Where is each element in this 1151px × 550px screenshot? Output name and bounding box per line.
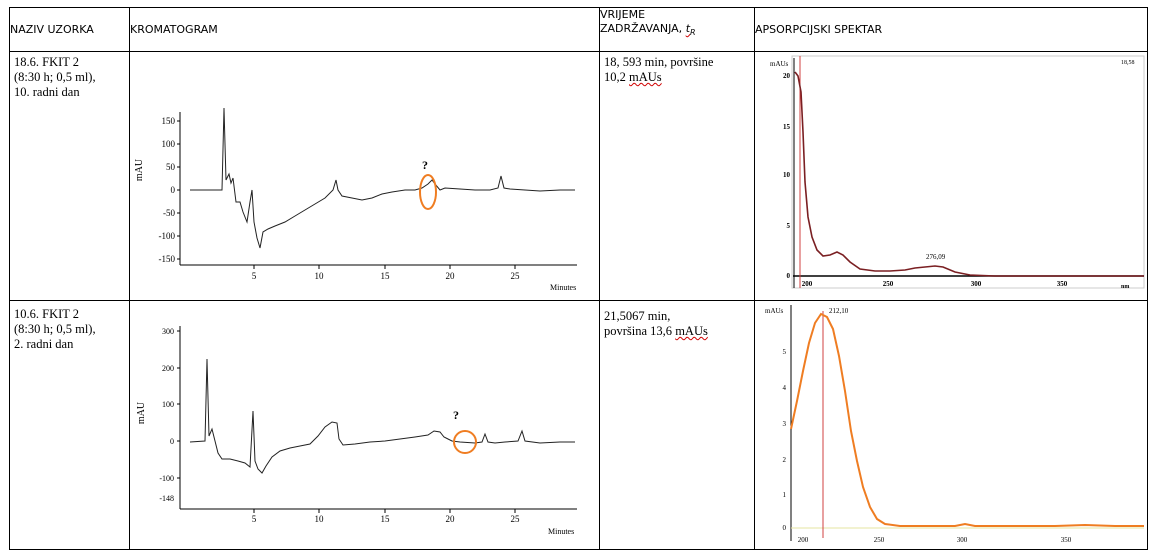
spectrum-plot: mAUs 5 4 3 2 1 0 200 250 300 350 [765,305,1144,544]
x-tick-label: 350 [1061,536,1072,544]
header-retention-symbol: t [685,22,691,35]
retention-line: 10,2 [604,70,629,84]
x-tick-label: 20 [446,514,456,524]
y-tick-label: -50 [163,208,175,218]
x-tick-label: 350 [1057,280,1068,288]
chromatogram-cell: mAU 150 100 50 0 -50 -100 -150 [129,51,600,301]
plot-frame [791,55,1145,289]
retention-cell: 21,5067 min, površina 13,6 mAUs [599,300,755,550]
x-tick-label: 15 [381,271,391,281]
retention-line: 21,5067 min, [604,309,671,323]
header-sample-name: NAZIV UZORKA [9,7,130,52]
sample-line: 18.6. FKIT 2 [14,55,80,69]
results-table: NAZIV UZORKA KROMATOGRAM VRIJEME ZADRŽAV… [9,7,1148,550]
spectrum-cell: mAUs 18,58 20 15 10 5 0 200 250 300 350 [754,51,1148,301]
sample-line: 2. radni dan [14,337,74,351]
x-axis-label: nm [1121,284,1129,290]
chromatogram-plot: mAU 300 200 100 0 -100 -148 [136,326,577,536]
x-tick-label: 15 [381,514,391,524]
y-tick-label: 5 [783,348,787,356]
table-row: 18.6. FKIT 2 (8:30 h; 0,5 ml), 10. radni… [9,51,1148,301]
y-tick-label: -100 [159,231,176,241]
header-chromatogram: KROMATOGRAM [129,7,600,52]
header-row: NAZIV UZORKA KROMATOGRAM VRIJEME ZADRŽAV… [9,7,1148,52]
y-axis-label: mAUs [770,60,789,68]
x-tick-label: 5 [252,514,257,524]
retention-unit: mAUs [629,70,662,84]
y-tick-label: 0 [783,524,787,532]
y-tick-label: 1 [783,491,787,499]
sample-name-cell: 10.6. FKIT 2 (8:30 h; 0,5 ml), 2. radni … [9,300,130,550]
chromatogram-plot: mAU 150 100 50 0 -50 -100 -150 [134,107,577,292]
y-tick-label: 50 [166,162,176,172]
spectrum-trace [794,71,1144,277]
y-tick-label: 100 [162,139,176,149]
annotation-question-mark: ? [453,408,459,422]
y-tick-label: 150 [162,116,176,126]
sample-line: 10.6. FKIT 2 [14,307,80,321]
y-axis-label: mAU [136,401,147,424]
y-tick-label: -148 [159,494,174,503]
chromatogram-trace [190,107,575,249]
y-tick-label: 3 [783,420,787,428]
x-tick-label: 300 [957,536,968,544]
retention-unit: mAUs [675,324,708,338]
chromatogram-trace [189,358,575,474]
x-tick-label: 20 [446,271,456,281]
spectrum-trace [790,312,1144,527]
sample-name-cell: 18.6. FKIT 2 (8:30 h; 0,5 ml), 10. radni… [9,51,130,301]
annotation-question-mark: ? [422,158,428,172]
y-tick-label: -100 [159,474,174,483]
y-tick-label: 0 [787,272,791,280]
y-tick-label: 5 [787,222,791,230]
x-tick-label: 250 [883,280,894,288]
spectrum-plot: mAUs 18,58 20 15 10 5 0 200 250 300 350 [770,55,1145,290]
peak-label: 276,09 [926,253,946,261]
y-tick-label: 0 [170,437,174,446]
y-axis-label: mAUs [765,307,784,315]
y-tick-label: 4 [783,384,787,392]
retention-line: površina 13,6 [604,324,676,338]
y-tick-label: 10 [783,171,791,179]
sample-line: (8:30 h; 0,5 ml), [14,322,96,336]
annotation-circle [419,174,437,210]
x-tick-label: 300 [971,280,982,288]
spectrum-cell: mAUs 5 4 3 2 1 0 200 250 300 350 [754,300,1148,550]
x-tick-label: 25 [511,271,521,281]
header-retention-line2: ZADRŽAVANJA, [600,22,686,35]
header-spectrum: APSORPCIJSKI SPEKTAR [754,7,1148,52]
x-tick-label: 5 [252,271,257,281]
header-retention-sub: R [690,28,696,38]
retention-line: 18, 593 min, površine [604,55,714,69]
x-tick-label: 10 [315,514,325,524]
x-axis-label: Minutes [548,527,574,536]
x-tick-label: 200 [802,280,813,288]
annotation-circle [453,430,477,454]
sample-line: (8:30 h; 0,5 ml), [14,70,96,84]
chromatogram-cell: mAU 300 200 100 0 -100 -148 [129,300,600,550]
y-tick-label: 2 [783,456,787,464]
x-tick-label: 250 [874,536,885,544]
y-tick-label: 200 [162,364,174,373]
x-tick-label: 200 [798,536,809,544]
y-tick-label: 20 [783,72,791,80]
y-tick-label: 15 [783,123,791,131]
y-tick-label: 0 [171,185,176,195]
y-tick-label: 300 [162,327,174,336]
retention-cell: 18, 593 min, površine 10,2 mAUs [599,51,755,301]
sample-line: 10. radni dan [14,85,80,99]
y-tick-label: 100 [162,400,174,409]
corner-label: 18,58 [1121,60,1135,66]
header-retention-line1: VRIJEME [600,8,646,21]
peak-label: 212,10 [829,307,849,315]
x-axis-label: Minutes [550,283,576,292]
x-tick-label: 25 [511,514,521,524]
table-row: 10.6. FKIT 2 (8:30 h; 0,5 ml), 2. radni … [9,300,1148,550]
x-tick-label: 10 [315,271,325,281]
y-axis-label: mAU [134,158,145,181]
y-tick-label: -150 [159,254,176,264]
header-retention-time: VRIJEME ZADRŽAVANJA, tR [599,7,755,52]
